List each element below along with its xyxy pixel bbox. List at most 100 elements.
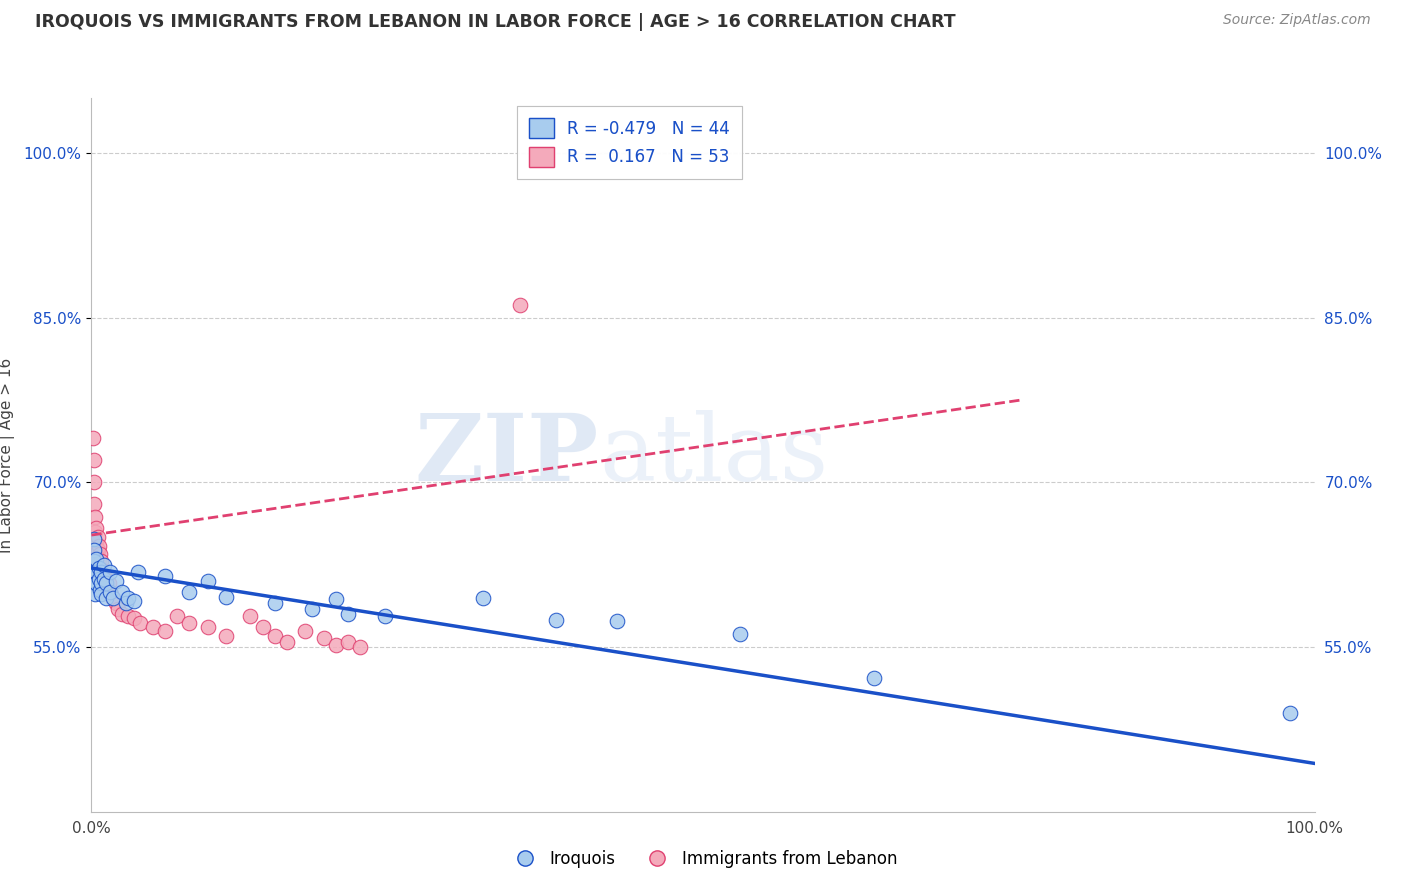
Point [84,510,107,524]
Point [90,568,112,582]
Point [197,620,219,634]
Point [294,624,316,638]
Point [117,591,139,605]
Point [264,596,287,610]
Point [91,576,114,591]
Point [83,533,105,547]
Point [93,558,115,572]
Point [89,582,111,597]
Point [114,596,136,610]
Point [215,629,238,643]
Point [91,563,114,577]
Point [84,576,107,591]
Legend: Iroquois, Immigrants from Lebanon: Iroquois, Immigrants from Lebanon [502,844,904,875]
Point [103,591,125,606]
Point [252,620,274,634]
Point [100,587,122,601]
Point [89,574,111,589]
Point [84,524,107,539]
Point [153,568,176,582]
Point [166,609,188,624]
Point [107,601,129,615]
Point [122,611,145,625]
Point [94,572,117,586]
Point [83,566,105,580]
Point [86,530,108,544]
Point [86,543,108,558]
Point [84,587,107,601]
Point [122,594,145,608]
Point [87,552,110,566]
Point [127,566,149,580]
Point [83,475,105,490]
Point [239,609,262,624]
Point [863,671,886,685]
Point [301,601,323,615]
Point [111,607,134,621]
Point [153,624,176,638]
Point [104,596,127,610]
Point [90,566,112,580]
Point [93,568,115,582]
Point [83,554,105,568]
Point [606,614,628,628]
Point [86,558,108,573]
Point [94,585,117,599]
Point [90,587,112,601]
Point [89,561,111,575]
Point [141,620,163,634]
Point [97,576,120,591]
Point [83,453,105,467]
Point [117,609,139,624]
Point [337,607,360,621]
Point [325,591,347,606]
Point [94,576,117,591]
Point [129,615,152,630]
Point [471,591,494,605]
Point [84,552,107,566]
Point [1279,706,1302,720]
Text: Source: ZipAtlas.com: Source: ZipAtlas.com [1223,13,1371,28]
Point [87,572,110,586]
Point [509,297,531,311]
Point [93,572,115,586]
Point [84,521,107,535]
Point [197,574,219,589]
Point [312,632,335,646]
Point [83,497,105,511]
Point [87,561,110,575]
Point [84,566,107,580]
Point [94,591,117,605]
Point [179,615,201,630]
Point [93,582,115,597]
Point [83,576,105,591]
Point [349,640,371,654]
Text: IROQUOIS VS IMMIGRANTS FROM LEBANON IN LABOR FORCE | AGE > 16 CORRELATION CHART: IROQUOIS VS IMMIGRANTS FROM LEBANON IN L… [35,13,956,31]
Point [87,566,110,580]
Text: atlas: atlas [599,410,828,500]
Point [111,585,134,599]
Point [84,541,107,556]
Point [374,609,396,624]
Point [104,574,127,589]
Point [87,539,110,553]
Point [83,566,105,580]
Point [84,549,107,564]
Point [264,629,287,643]
Point [83,543,105,558]
Point [82,432,104,446]
Point [337,634,360,648]
Point [90,582,112,597]
Point [103,591,125,605]
Legend: R = -0.479   N = 44, R =  0.167   N = 53: R = -0.479 N = 44, R = 0.167 N = 53 [517,106,742,178]
Point [179,585,201,599]
Point [89,547,111,561]
Point [84,535,107,549]
Point [90,554,112,568]
Point [728,627,751,641]
Point [276,634,298,648]
Point [98,566,121,580]
Point [325,638,347,652]
Point [90,576,112,591]
Y-axis label: In Labor Force | Age > 16: In Labor Force | Age > 16 [0,358,15,552]
